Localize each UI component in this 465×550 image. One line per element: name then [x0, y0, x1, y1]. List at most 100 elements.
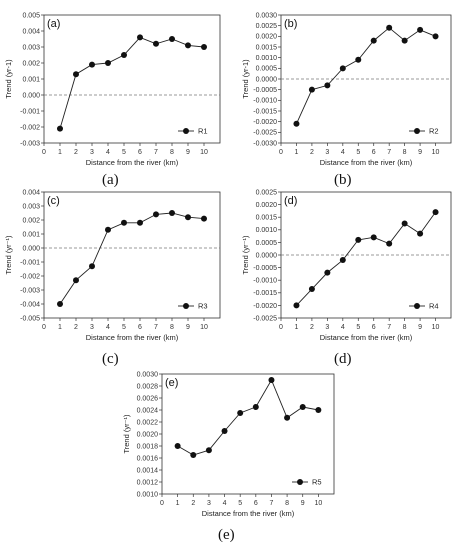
data-point [57, 301, 63, 307]
x-tick-label: 4 [106, 324, 110, 331]
x-tick-label: 8 [285, 500, 289, 507]
x-tick-label: 10 [200, 149, 208, 156]
data-point [105, 226, 111, 233]
x-tick-label: 2 [310, 324, 314, 331]
x-tick-label: 6 [138, 149, 142, 156]
y-tick-label: -0.002 [20, 124, 40, 131]
data-point [401, 37, 408, 44]
x-tick-label: 5 [356, 324, 360, 331]
y-tick-label: 0.0016 [137, 455, 159, 462]
data-point [268, 377, 275, 383]
y-tick-label: -0.0015 [253, 290, 277, 297]
panel-label: (a) [47, 18, 60, 30]
y-axis-label: Trend (yr-1) [4, 59, 13, 99]
panel-label: (c) [47, 195, 60, 207]
x-tick-label: 1 [58, 149, 62, 156]
x-tick-label: 6 [138, 324, 142, 331]
data-point [190, 452, 197, 458]
panel-label: (e) [165, 377, 178, 389]
data-point [308, 286, 315, 293]
data-point [370, 37, 377, 44]
series-line [59, 36, 205, 129]
y-tick-label: -0.0005 [253, 265, 277, 272]
y-axis-label: Trend (yr-1) [241, 59, 250, 99]
x-tick-label: 8 [403, 149, 407, 156]
x-tick-label: 10 [432, 324, 440, 331]
data-point [386, 240, 393, 247]
data-point [339, 65, 346, 72]
x-axis-label: Distance from the river (km) [320, 158, 413, 167]
y-tick-label: 0.002 [22, 60, 40, 67]
x-tick-label: 10 [200, 324, 208, 331]
caption-b: (b) [334, 172, 352, 188]
x-tick-label: 3 [325, 149, 329, 156]
data-point [137, 219, 143, 226]
x-tick-label: 3 [90, 149, 94, 156]
y-tick-label: 0.005 [22, 12, 40, 19]
data-point [370, 234, 377, 241]
x-axis-label: Distance from the river (km) [86, 158, 179, 167]
x-tick-label: 0 [279, 149, 283, 156]
y-tick-label: -0.005 [20, 315, 40, 322]
y-tick-label: -0.003 [20, 140, 40, 147]
data-point [185, 214, 191, 221]
legend-marker [414, 128, 420, 134]
x-tick-label: 7 [154, 324, 158, 331]
data-point [73, 71, 79, 78]
y-tick-label: 0.0020 [256, 34, 278, 41]
caption-c: (c) [102, 351, 119, 367]
x-tick-label: 1 [295, 324, 299, 331]
legend-label: R3 [198, 302, 208, 311]
data-point [121, 52, 127, 58]
data-point [121, 219, 127, 226]
series-line [296, 211, 436, 306]
y-tick-label: 0.001 [22, 76, 40, 83]
x-tick-label: 9 [418, 149, 422, 156]
y-tick-label: 0.004 [22, 189, 40, 196]
data-point [153, 40, 159, 47]
y-tick-label: 0.0010 [256, 55, 278, 62]
data-point [324, 82, 331, 89]
x-tick-label: 7 [270, 500, 274, 507]
x-axis-label: Distance from the river (km) [202, 509, 295, 518]
legend-marker [297, 479, 303, 485]
legend-marker [414, 303, 420, 309]
data-point [417, 230, 424, 237]
y-tick-label: -0.001 [20, 108, 40, 115]
y-tick-label: 0.0012 [137, 479, 159, 486]
data-point [315, 407, 322, 413]
x-tick-label: 5 [356, 149, 360, 156]
data-point [432, 209, 439, 216]
data-point [308, 86, 315, 93]
data-point [237, 410, 244, 416]
y-tick-label: 0.0005 [256, 240, 278, 247]
data-point [355, 56, 362, 63]
y-tick-label: 0.0005 [256, 66, 278, 73]
legend-marker [183, 128, 189, 134]
y-tick-label: 0.0020 [256, 202, 278, 209]
x-tick-label: 7 [387, 149, 391, 156]
data-point [401, 220, 408, 227]
chart-panel-e: 0 1 2 3 4 5 6 7 8 9 10 0.0010 0.0012 0.0014 0.0016 0.00… [122, 371, 335, 518]
y-tick-label: -0.001 [20, 259, 40, 266]
y-tick-label: 0.0022 [137, 419, 159, 426]
y-tick-label: 0.000 [22, 245, 40, 252]
x-tick-label: 0 [42, 149, 46, 156]
data-point [174, 443, 181, 449]
y-tick-label: 0.0030 [137, 371, 159, 378]
y-tick-label: 0.003 [22, 203, 40, 210]
y-tick-label: 0.0028 [137, 383, 159, 390]
x-axis-label: Distance from the river (km) [320, 333, 413, 342]
y-tick-label: 0.0015 [256, 215, 278, 222]
y-tick-label: -0.004 [20, 301, 40, 308]
y-tick-label: -0.0030 [253, 140, 277, 147]
y-tick-label: 0.001 [22, 231, 40, 238]
x-tick-label: 2 [74, 149, 78, 156]
chart-panel-a: 0 1 2 3 4 5 6 7 8 9 10 -0.003 -0.002 -0.001 0.000 0.001… [4, 12, 221, 167]
series-line [177, 378, 319, 456]
chart-panel-b: 0 1 2 3 4 5 6 7 8 9 10 -0.0030 -0.0025 -0.0020 -0.0015… [241, 12, 452, 167]
series-line [296, 27, 436, 124]
y-tick-label: 0.0010 [256, 227, 278, 234]
x-tick-label: 0 [279, 324, 283, 331]
x-tick-label: 5 [122, 324, 126, 331]
